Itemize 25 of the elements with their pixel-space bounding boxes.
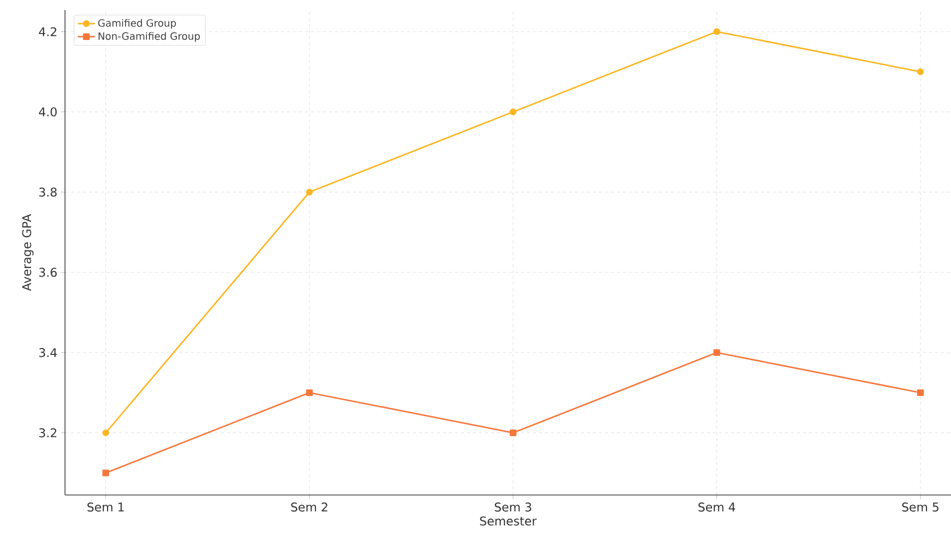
legend-label: Gamified Group (98, 19, 176, 29)
y-tick-label: 3.4 (39, 348, 57, 358)
point (306, 188, 313, 196)
x-axis-title: Semester (480, 516, 537, 526)
point (102, 470, 110, 476)
x-tick-label: Sem 1 (87, 502, 124, 512)
y-tick-label: 4.0 (38, 107, 57, 116)
x-tick-label: Sem 2 (291, 502, 328, 512)
y-tick-label: 3.2 (39, 428, 56, 438)
x-tick-label: Sem 5 (902, 502, 938, 512)
point (102, 429, 110, 436)
point (306, 389, 313, 396)
point (917, 68, 924, 76)
x-tick-label: Sem 3 (494, 502, 532, 512)
y-tick-label: 3.6 (39, 268, 57, 277)
x-tick-label: Sem 4 (698, 502, 736, 512)
point (917, 389, 924, 396)
point (510, 429, 516, 436)
point (713, 349, 720, 356)
point (510, 108, 516, 116)
y-tick-label: 4.2 (38, 27, 56, 36)
legend-label: Non-Gamified Group (98, 32, 200, 42)
point (713, 28, 720, 36)
y-tick-label: 3.8 (39, 188, 57, 197)
y-axis-title: Average GPA (22, 214, 34, 291)
